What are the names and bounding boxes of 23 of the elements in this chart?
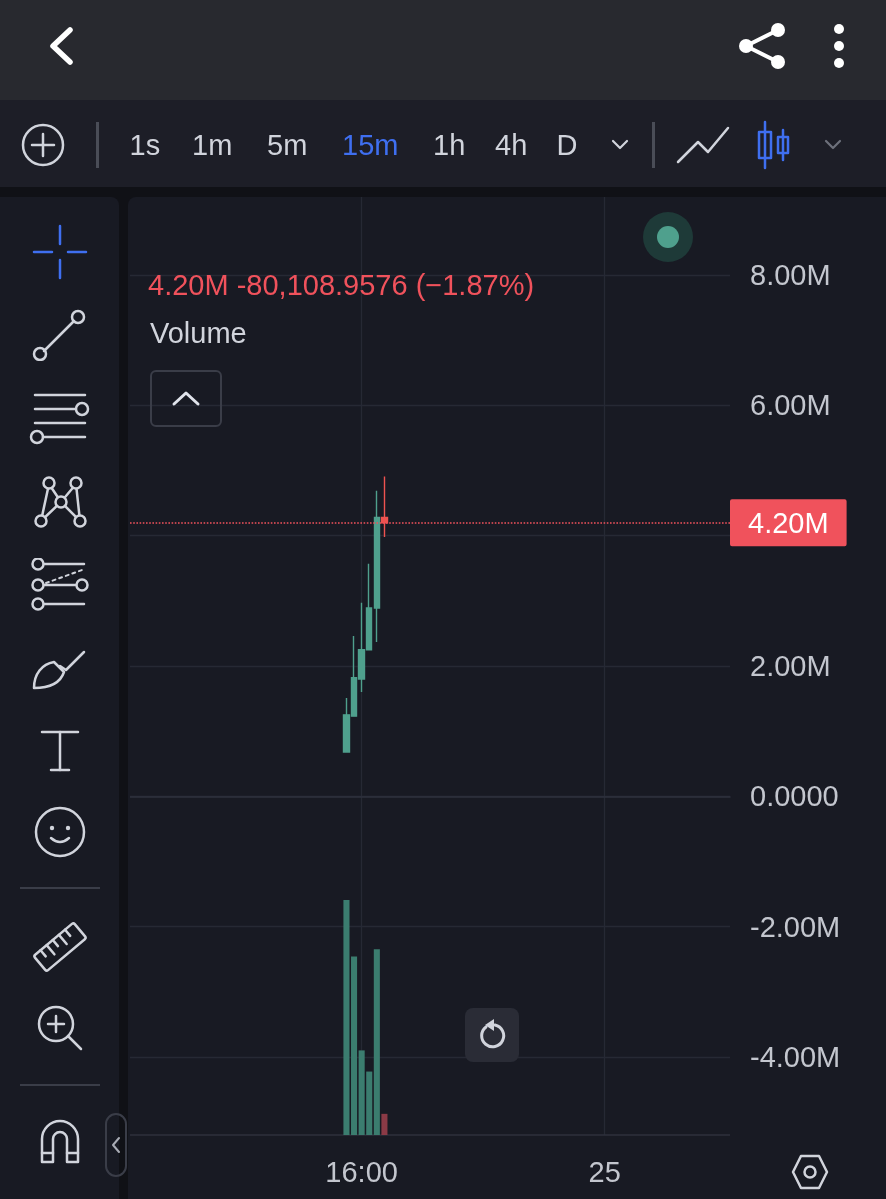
ref-line-label: 4.20M — [748, 506, 829, 539]
text: D — [556, 128, 578, 161]
text: 1h — [433, 128, 466, 161]
bar — [381, 1113, 388, 1135]
text: 15m — [342, 128, 399, 161]
text: 1m — [192, 128, 233, 161]
y-tick-label: -4.00M — [750, 1040, 841, 1073]
text: 4.20M -80,108.9576 (−1.87%) — [148, 268, 535, 301]
chart-title: Volume — [150, 316, 247, 349]
y-tick-label: 0.0000 — [750, 780, 839, 813]
x-tick-label: 25 — [588, 1155, 621, 1188]
text: 5m — [267, 128, 308, 161]
y-tick-label: 6.00M — [750, 389, 831, 422]
candlestick — [373, 490, 381, 643]
text: 4h — [495, 128, 528, 161]
y-tick-label: 2.00M — [750, 650, 831, 682]
text: 1s — [129, 128, 161, 161]
bar — [373, 949, 380, 1135]
y-tick-label: -2.00M — [750, 910, 841, 943]
bar — [351, 956, 358, 1135]
bar — [343, 900, 350, 1135]
x-tick-label: 16:00 — [325, 1155, 398, 1188]
y-tick-label: 8.00M — [750, 259, 831, 292]
